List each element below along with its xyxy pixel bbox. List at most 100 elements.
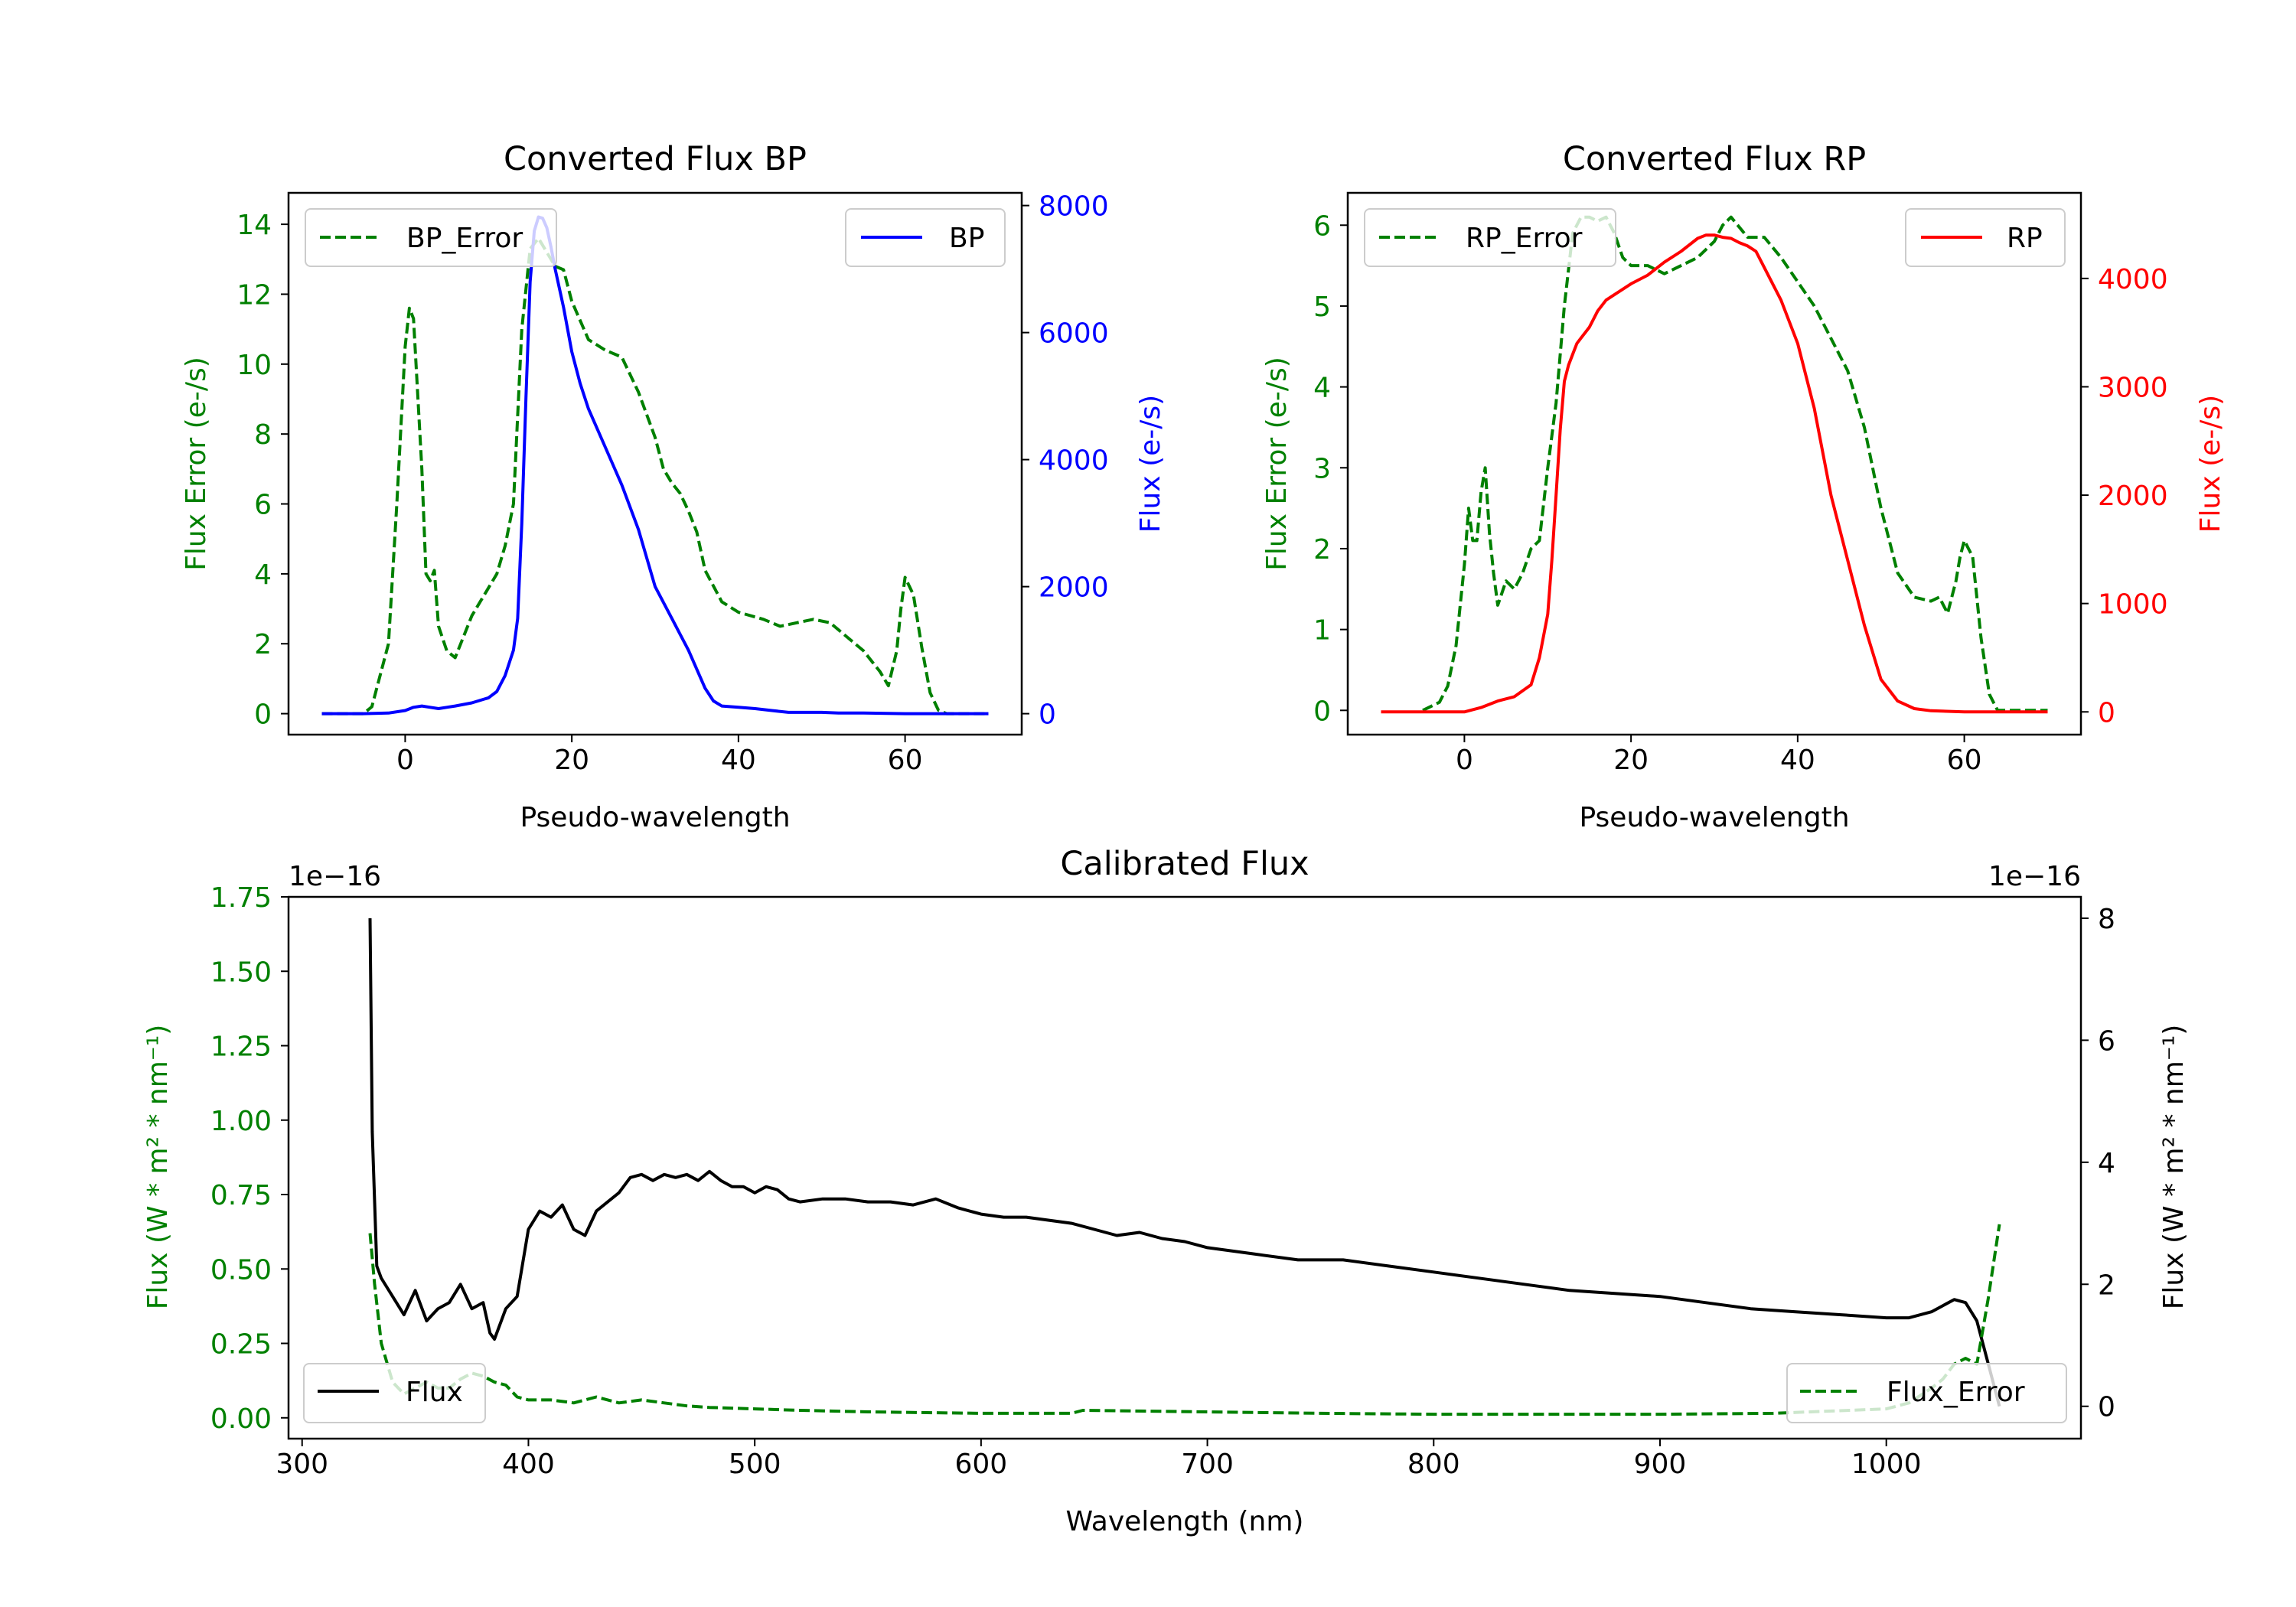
rp-xtick-label: 40 [1780, 745, 1815, 776]
cal-ytick-right-label: 4 [2098, 1148, 2115, 1179]
rp-series-rp [1381, 233, 2048, 714]
bp-ytick-right-label: 8000 [1039, 191, 1109, 223]
rp-ylabel-left: Flux Error (e-/s) [1261, 357, 1293, 571]
cal-legend-flux: Flux [303, 1363, 486, 1423]
cal-ytick-right-label: 0 [2098, 1392, 2115, 1423]
bp-ytick-left-label: 0 [254, 699, 272, 731]
cal-ytick-left-label: 0.50 [210, 1254, 272, 1286]
bp-legend-flux-label: BP [949, 223, 984, 254]
panel-calibrated: Calibrated Flux Wavelength (nm) 1e−16 1e… [142, 845, 2190, 1537]
rp-legend-error-label: RP_Error [1466, 223, 1583, 254]
cal-series-flux [368, 918, 2001, 1407]
cal-ytick-left-label: 0.00 [210, 1403, 272, 1435]
bp-ytick-left-label: 6 [254, 490, 272, 521]
bp-ytick-right-label: 0 [1039, 699, 1056, 731]
rp-ytick-left-label: 3 [1313, 453, 1331, 484]
rp-ytick-right-label: 1000 [2098, 589, 2168, 621]
cal-left-ticks: 0.00 0.25 0.50 0.75 1.00 1.25 1.50 1.75 [210, 882, 289, 1435]
rp-legend-flux-label: RP [2007, 223, 2043, 254]
rp-ytick-left-label: 1 [1313, 615, 1331, 647]
bp-ytick-left-label: 12 [236, 279, 272, 311]
bp-ylabel-right: Flux (e-/s) [1135, 395, 1166, 533]
rp-xtick-label: 60 [1947, 745, 1982, 776]
cal-xtick-label: 900 [1634, 1449, 1687, 1480]
bp-ytick-right-label: 2000 [1039, 572, 1109, 604]
rp-ytick-right-label: 3000 [2098, 372, 2168, 403]
bp-ytick-left-label: 2 [254, 629, 272, 660]
rp-right-ticks: 0 1000 2000 3000 4000 [2081, 264, 2168, 729]
cal-ytick-left-label: 0.25 [210, 1329, 272, 1361]
cal-xtick-label: 300 [276, 1449, 328, 1480]
bp-xtick-label: 40 [721, 745, 756, 776]
cal-ytick-left-label: 1.75 [210, 882, 272, 914]
panel-rp: Converted Flux RP Pseudo-wavelength Flux… [1261, 140, 2226, 833]
bp-legend-flux: BP [845, 208, 1006, 267]
panel-bp: Converted Flux BP Pseudo-wavelength Flux… [181, 140, 1166, 833]
cal-title: Calibrated Flux [1060, 845, 1309, 883]
bp-xtick-label: 60 [888, 745, 923, 776]
cal-plot-frame [287, 895, 2082, 1440]
rp-xlabel: Pseudo-wavelength [1579, 802, 1849, 833]
cal-offset-right: 1e−16 [1988, 861, 2081, 892]
bp-ytick-left-label: 8 [254, 419, 272, 451]
cal-ylabel-left: Flux (W * m² * nm⁻¹) [142, 1025, 174, 1310]
bp-legend-error: BP_Error [305, 208, 557, 267]
cal-ytick-right-label: 2 [2098, 1270, 2115, 1301]
rp-ytick-left-label: 5 [1313, 292, 1331, 323]
rp-lines [1381, 215, 2048, 714]
rp-ytick-left-label: 2 [1313, 534, 1331, 566]
bp-x-ticks: 0 20 40 60 [396, 735, 923, 776]
bp-series-bp-error [321, 236, 989, 715]
bp-plot-frame [287, 191, 1023, 736]
rp-plot-frame [1346, 191, 2082, 736]
cal-xtick-label: 400 [502, 1449, 555, 1480]
rp-legend-error: RP_Error [1364, 208, 1616, 267]
bp-xlabel: Pseudo-wavelength [520, 802, 790, 833]
cal-x-ticks: 300 400 500 600 700 800 900 1000 [276, 1439, 1922, 1480]
rp-x-ticks: 0 20 40 60 [1456, 735, 1982, 776]
bp-lines [321, 215, 989, 715]
bp-xtick-label: 20 [554, 745, 589, 776]
rp-ytick-right-label: 2000 [2098, 481, 2168, 512]
bp-ytick-left-label: 10 [236, 350, 272, 381]
rp-ytick-left-label: 4 [1313, 373, 1331, 404]
bp-left-ticks: 0 2 4 6 8 10 12 14 [236, 210, 289, 731]
cal-legend-flux-label: Flux [406, 1377, 463, 1408]
bp-ytick-right-label: 4000 [1039, 445, 1109, 477]
rp-ylabel-right: Flux (e-/s) [2195, 395, 2226, 533]
bp-legend-error-label: BP_Error [406, 223, 523, 254]
bp-xtick-label: 0 [396, 745, 414, 776]
bp-ytick-right-label: 6000 [1039, 318, 1109, 350]
rp-series-rp-error [1422, 215, 2048, 712]
rp-xtick-label: 0 [1456, 745, 1473, 776]
rp-title: Converted Flux RP [1563, 140, 1866, 178]
bp-ytick-left-label: 4 [254, 559, 272, 591]
cal-xlabel: Wavelength (nm) [1066, 1506, 1304, 1537]
cal-xtick-label: 800 [1407, 1449, 1460, 1480]
rp-ytick-left-label: 0 [1313, 696, 1331, 727]
cal-ytick-left-label: 0.75 [210, 1180, 272, 1211]
cal-ytick-left-label: 1.00 [210, 1106, 272, 1137]
rp-ytick-right-label: 0 [2098, 697, 2115, 729]
cal-right-ticks: 0 2 4 6 8 [2081, 904, 2115, 1423]
bp-title: Converted Flux BP [504, 140, 807, 178]
bp-right-ticks: 0 2000 4000 6000 8000 [1022, 191, 1109, 731]
cal-legend-error: Flux_Error [1786, 1363, 2067, 1423]
cal-offset-left: 1e−16 [289, 861, 381, 892]
cal-xtick-label: 1000 [1851, 1449, 1922, 1480]
cal-xtick-label: 500 [729, 1449, 781, 1480]
cal-ylabel-right: Flux (W * m² * nm⁻¹) [2158, 1025, 2190, 1310]
rp-ytick-right-label: 4000 [2098, 264, 2168, 295]
rp-left-ticks: 0 1 2 3 4 5 6 [1313, 210, 1348, 727]
bp-ytick-left-label: 14 [236, 210, 272, 241]
cal-ytick-right-label: 8 [2098, 904, 2115, 935]
bp-series-bp [321, 215, 989, 715]
cal-ytick-right-label: 6 [2098, 1025, 2115, 1057]
cal-xtick-label: 700 [1181, 1449, 1234, 1480]
cal-legend-error-label: Flux_Error [1887, 1377, 2025, 1408]
rp-ytick-left-label: 6 [1313, 210, 1331, 242]
rp-legend-flux: RP [1905, 208, 2066, 267]
cal-ytick-left-label: 1.25 [210, 1032, 272, 1063]
bp-ylabel-left: Flux Error (e-/s) [181, 357, 212, 571]
